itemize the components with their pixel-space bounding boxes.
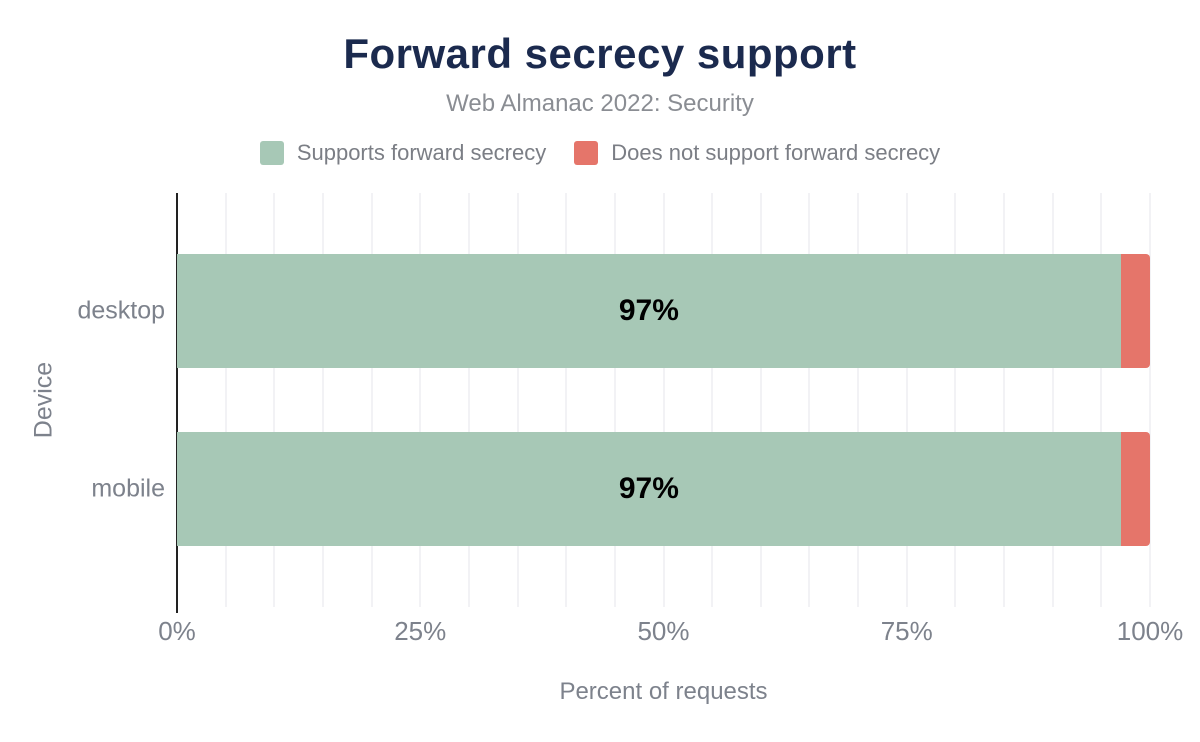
gridline [321, 193, 324, 607]
chart-subtitle: Web Almanac 2022: Security [446, 90, 754, 117]
gridline [419, 193, 422, 607]
gridline [370, 193, 373, 607]
x-axis-title: Percent of requests [559, 678, 768, 705]
y-axis-title: Device [29, 361, 58, 439]
bar-row-desktop [177, 254, 1150, 368]
x-tick-label-25: 25% [394, 616, 447, 646]
bar-segment-mobile-does-not-support[interactable] [1120, 432, 1150, 546]
bar-value-label-mobile: 97% [618, 472, 679, 505]
gridline [857, 193, 860, 607]
gridline [273, 193, 276, 607]
gridline [467, 193, 470, 607]
plot-area: 97% 97% [176, 193, 1151, 613]
legend-swatch [574, 141, 599, 165]
gridline [808, 193, 811, 607]
gridline [613, 193, 616, 607]
category-label-desktop: desktop [77, 296, 165, 325]
legend-label: Supports forward secrecy [296, 140, 547, 165]
gridline [711, 193, 714, 607]
bar-row-mobile [177, 432, 1150, 546]
legend: Supports forward secrecy Does not support… [0, 140, 1200, 166]
gridline [1149, 193, 1151, 607]
y-axis-line [176, 193, 178, 613]
gridline [1051, 193, 1054, 607]
bar-segment-desktop-supports[interactable] [177, 254, 1121, 368]
gridline [662, 193, 665, 607]
gridline [1003, 193, 1006, 607]
gridline [516, 193, 519, 607]
gridline [565, 193, 568, 607]
gridline [224, 193, 227, 607]
x-tick-label-50: 50% [637, 616, 690, 646]
bar-segment-mobile-supports[interactable] [177, 432, 1121, 546]
legend-swatch [259, 141, 284, 165]
bar-value-label-desktop: 97% [618, 294, 679, 327]
gridline [1100, 193, 1103, 607]
bar-segment-desktop-does-not-support[interactable] [1120, 254, 1150, 368]
legend-item-does-not-support[interactable]: Does not support forward secrecy [574, 140, 940, 166]
category-label-mobile: mobile [91, 474, 165, 503]
legend-item-supports[interactable]: Supports forward secrecy [259, 140, 547, 166]
x-tick-label-100: 100% [1116, 616, 1184, 646]
x-tick-label-75: 75% [880, 616, 933, 646]
chart-title: Forward secrecy support [343, 30, 857, 77]
legend-label: Does not support forward secrecy [611, 140, 941, 165]
x-tick-label-0: 0% [158, 616, 196, 646]
gridline [905, 193, 908, 607]
gridline [954, 193, 957, 607]
gridline [759, 193, 762, 607]
